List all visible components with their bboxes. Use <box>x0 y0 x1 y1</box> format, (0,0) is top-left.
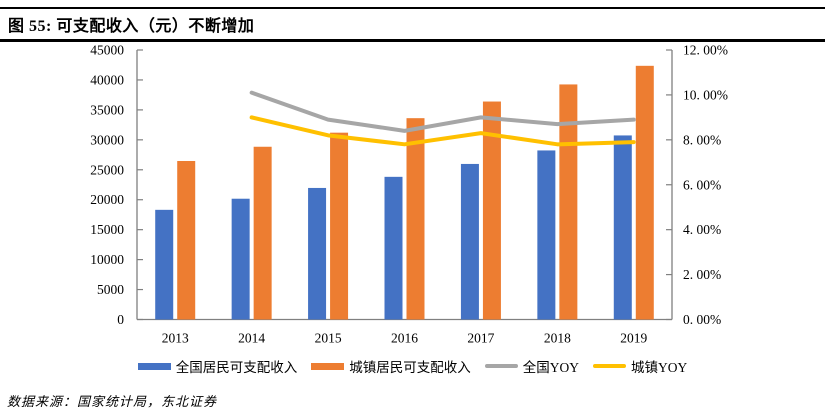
legend-label: 城镇YOY <box>631 360 688 375</box>
legend-label: 全国居民可支配收入 <box>175 360 298 375</box>
left-axis-tick-label: 10000 <box>90 252 124 267</box>
bar <box>231 198 250 320</box>
legend-item-1: 城镇居民可支配收入 <box>311 356 471 376</box>
bar <box>330 132 349 320</box>
bar <box>308 187 327 320</box>
bar <box>613 135 632 320</box>
data-source: 数据来源：国家统计局，东北证券 <box>7 394 218 409</box>
x-axis-category-label: 2015 <box>315 331 342 346</box>
right-axis-tick-label: 10. 00% <box>683 87 728 102</box>
legend-swatch-bar <box>311 362 345 370</box>
right-axis-tick-label: 4. 00% <box>683 222 721 237</box>
legend-swatch-bar <box>137 362 171 370</box>
legend-swatch-line <box>593 364 626 368</box>
x-axis-category-label: 2016 <box>391 331 418 346</box>
bar <box>253 146 272 320</box>
right-axis-tick-label: 2. 00% <box>683 267 721 282</box>
bar <box>384 176 403 320</box>
bar <box>537 150 556 320</box>
legend-item-2: 全国YOY <box>484 356 579 376</box>
left-axis-tick-label: 40000 <box>90 72 124 87</box>
x-axis-category-label: 2019 <box>620 331 647 346</box>
x-axis-category-label: 2014 <box>238 331 265 346</box>
left-axis-tick-label: 35000 <box>90 102 124 117</box>
yoy-line <box>249 90 636 133</box>
right-axis-tick-label: 12. 00% <box>683 43 728 58</box>
figure-title: 图 55: 可支配收入（元）不断增加 <box>8 18 255 35</box>
legend-item-3: 城镇YOY <box>593 356 687 376</box>
left-axis-tick-label: 30000 <box>90 132 124 147</box>
right-axis-tick-label: 0. 00% <box>683 312 721 327</box>
bar <box>460 163 479 320</box>
yoy-line <box>249 115 636 147</box>
left-axis-tick-label: 20000 <box>90 192 124 207</box>
right-axis-tick-label: 6. 00% <box>683 177 721 192</box>
figure-header: 图 55: 可支配收入（元）不断增加 <box>0 7 825 42</box>
x-axis-category-label: 2013 <box>162 331 189 346</box>
left-axis-tick-label: 45000 <box>90 43 124 58</box>
legend-swatch-line <box>484 364 518 368</box>
bar <box>635 65 654 320</box>
x-axis-category-label: 2017 <box>467 331 494 346</box>
chart-legend: 全国居民可支配收入 城镇居民可支配收入 全国YOY 城镇YOY <box>0 356 825 376</box>
bar <box>482 101 501 320</box>
legend-label: 全国YOY <box>522 360 579 375</box>
left-axis-tick-label: 5000 <box>97 282 124 297</box>
legend-item-0: 全国居民可支配收入 <box>137 356 298 376</box>
bar <box>155 209 174 320</box>
bar <box>406 118 425 320</box>
x-axis-category-label: 2018 <box>544 331 571 346</box>
bar <box>559 84 578 320</box>
left-axis-tick-label: 15000 <box>90 222 124 237</box>
legend-label: 城镇居民可支配收入 <box>349 360 471 375</box>
left-axis-tick-label: 0 <box>117 312 124 327</box>
right-axis-tick-label: 8. 00% <box>683 132 721 147</box>
left-axis-tick-label: 25000 <box>90 162 124 177</box>
bar <box>177 160 196 320</box>
